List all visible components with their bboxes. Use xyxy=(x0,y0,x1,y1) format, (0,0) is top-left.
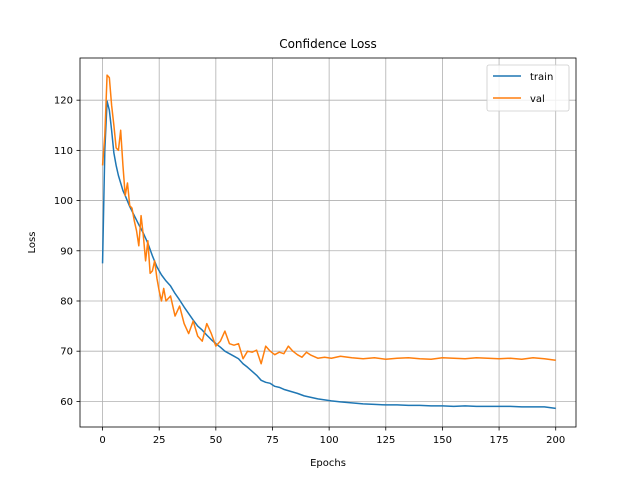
x-tick-label: 0 xyxy=(99,435,105,446)
grid xyxy=(80,58,576,427)
x-tick-label: 150 xyxy=(433,435,452,446)
x-tick-label: 200 xyxy=(546,435,565,446)
y-axis-ticks: 60 70 80 90 100 110 120 xyxy=(54,96,80,408)
y-axis-label: Loss xyxy=(27,232,38,254)
plot-frame xyxy=(79,57,577,428)
y-tick-label: 70 xyxy=(60,347,73,358)
y-tick-label: 100 xyxy=(54,196,73,207)
x-tick-label: 100 xyxy=(320,435,339,446)
train-series-line xyxy=(101,100,556,410)
legend-val-label: val xyxy=(530,94,545,105)
y-tick-label: 90 xyxy=(60,246,73,257)
x-tick-label: 75 xyxy=(266,435,279,446)
val-series-line xyxy=(101,74,556,365)
legend-box xyxy=(486,64,570,112)
x-tick-label: 125 xyxy=(376,435,395,446)
y-tick-label: 80 xyxy=(60,296,73,307)
legend: train val xyxy=(486,64,570,112)
x-tick-label: 50 xyxy=(209,435,222,446)
y-tick-label: 110 xyxy=(54,146,73,157)
y-tick-label: 60 xyxy=(60,397,73,408)
x-axis-ticks: 0 25 50 75 100 125 150 175 200 xyxy=(99,427,565,446)
legend-train-label: train xyxy=(530,72,553,83)
chart-title: Confidence Loss xyxy=(279,37,377,51)
x-tick-label: 25 xyxy=(153,435,166,446)
x-tick-label: 175 xyxy=(490,435,509,446)
x-axis-label: Epochs xyxy=(310,458,346,469)
y-tick-label: 120 xyxy=(54,96,73,107)
plot-lines xyxy=(101,74,556,410)
